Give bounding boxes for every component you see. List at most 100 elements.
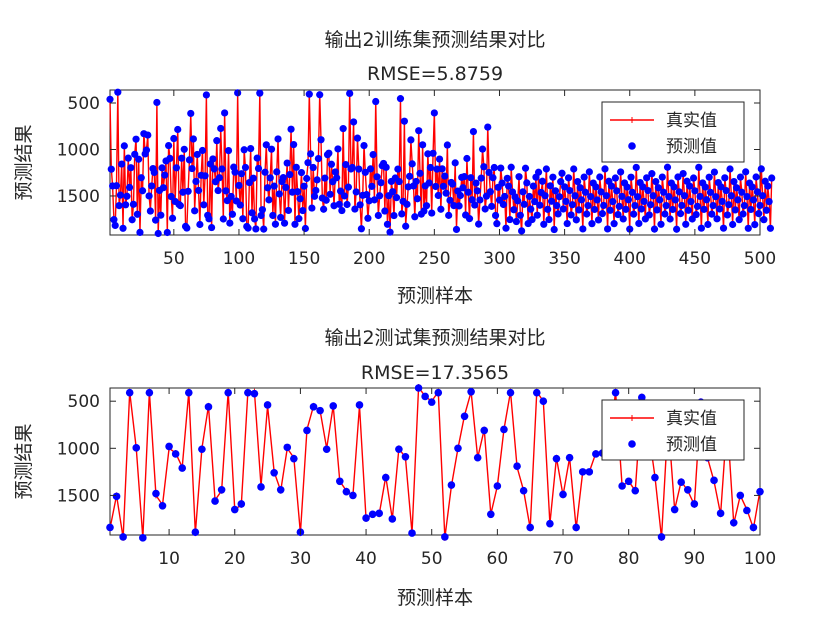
- predicted-point: [477, 174, 485, 182]
- predicted-point: [607, 182, 616, 190]
- predicted-point: [459, 184, 467, 192]
- predicted-point: [200, 201, 208, 209]
- predicted-point: [213, 137, 221, 145]
- predicted-point: [184, 388, 193, 397]
- predicted-point: [441, 172, 449, 180]
- predicted-point: [442, 189, 450, 197]
- predicted-point: [434, 191, 442, 200]
- predicted-point: [110, 216, 118, 224]
- predicted-point: [334, 145, 342, 153]
- predicted-point: [558, 169, 566, 177]
- x-tick-label: 60: [487, 549, 509, 569]
- y-tick-label: 1500: [57, 187, 100, 207]
- legend-label-true: 真实值: [666, 111, 717, 131]
- predicted-point: [757, 165, 765, 173]
- predicted-point: [736, 491, 745, 500]
- legend-box: [601, 101, 745, 163]
- predicted-point: [618, 192, 626, 201]
- predicted-point: [237, 170, 246, 178]
- predicted-point: [562, 197, 570, 206]
- predicted-point: [316, 406, 324, 415]
- predicted-point: [600, 201, 608, 210]
- predicted-point: [622, 205, 630, 213]
- predicted-point: [542, 165, 550, 173]
- predicted-point: [408, 160, 416, 168]
- predicted-point: [326, 190, 334, 198]
- predicted-point: [340, 192, 349, 200]
- predicted-point: [415, 127, 423, 135]
- predicted-point: [597, 188, 605, 196]
- predicted-point: [248, 209, 256, 217]
- predicted-point: [388, 515, 397, 523]
- predicted-point: [184, 187, 192, 195]
- legend-marker-pred: [628, 440, 636, 448]
- predicted-point: [587, 193, 595, 201]
- y-tick-label: 1000: [57, 140, 100, 160]
- predicted-point: [163, 228, 171, 237]
- predicted-point: [241, 163, 250, 172]
- predicted-point: [590, 205, 599, 214]
- predicted-point: [476, 196, 484, 204]
- predicted-point: [713, 215, 721, 223]
- predicted-point: [583, 210, 591, 218]
- predicted-point: [624, 196, 633, 204]
- predicted-point: [185, 156, 194, 164]
- legend-label-true: 真实值: [666, 409, 717, 429]
- predicted-point: [205, 215, 213, 223]
- predicted-point: [592, 450, 600, 458]
- predicted-point: [571, 192, 579, 200]
- x-tick-label: 40: [355, 549, 377, 569]
- predicted-point: [176, 202, 184, 210]
- predicted-point: [400, 117, 408, 125]
- predicted-point: [372, 97, 380, 106]
- predicted-point: [261, 168, 269, 176]
- predicted-point: [369, 151, 377, 159]
- predicted-point: [689, 174, 698, 182]
- predicted-point: [656, 196, 664, 204]
- predicted-point: [430, 109, 438, 117]
- predicted-point: [710, 476, 718, 485]
- predicted-point: [567, 211, 575, 219]
- predicted-point: [674, 173, 682, 181]
- predicted-point: [120, 142, 128, 150]
- predicted-point: [749, 196, 758, 204]
- predicted-point: [712, 193, 720, 201]
- predicted-point: [491, 211, 500, 220]
- predicted-point: [322, 196, 330, 204]
- predicted-point: [649, 192, 657, 200]
- predicted-point: [331, 168, 339, 176]
- predicted-point: [553, 201, 561, 210]
- predicted-point: [208, 223, 216, 232]
- predicted-point: [505, 182, 513, 190]
- predicted-point: [118, 160, 126, 168]
- predicted-point: [356, 201, 364, 209]
- predicted-point: [210, 165, 218, 173]
- predicted-point: [670, 505, 679, 514]
- predicted-point: [550, 225, 558, 234]
- predicted-point: [501, 192, 509, 201]
- y-tick-label: 1000: [57, 439, 100, 459]
- predicted-point: [766, 224, 775, 232]
- predicted-point: [112, 492, 121, 501]
- predicted-point: [292, 163, 300, 171]
- predicted-point: [506, 388, 515, 397]
- x-tick-label: 70: [552, 549, 574, 569]
- predicted-point: [106, 95, 114, 103]
- predicted-point: [411, 213, 419, 221]
- predicted-point: [428, 209, 436, 217]
- predicted-point: [627, 173, 635, 181]
- predicted-point: [506, 215, 514, 224]
- predicted-point: [316, 91, 324, 99]
- predicted-point: [762, 206, 771, 214]
- predicted-point: [270, 469, 278, 477]
- predicted-point: [283, 159, 291, 167]
- predicted-point: [469, 127, 478, 136]
- predicted-point: [373, 173, 381, 181]
- predicted-point: [270, 182, 278, 190]
- predicted-point: [240, 146, 248, 154]
- predicted-point: [381, 473, 390, 482]
- x-tick-label: 200: [353, 249, 385, 269]
- predicted-point: [729, 220, 737, 229]
- predicted-point: [244, 388, 252, 397]
